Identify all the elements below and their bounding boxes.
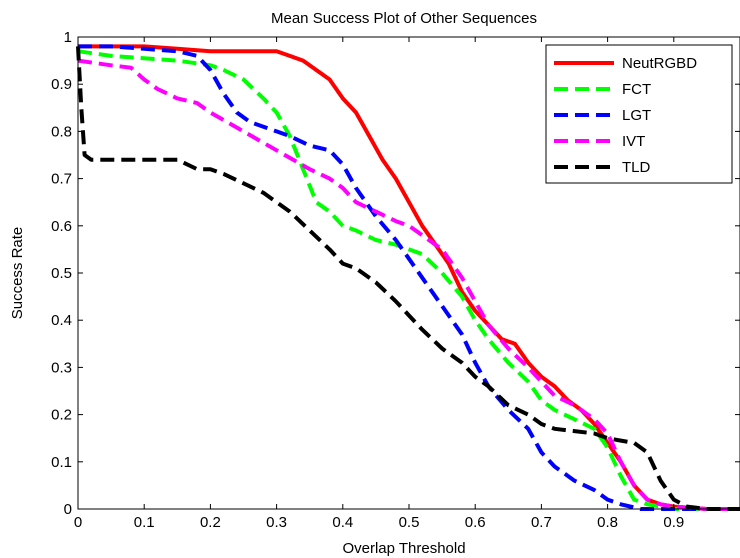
y-tick-label: 0.1	[51, 454, 72, 471]
y-tick-label: 0.8	[51, 123, 72, 140]
series-line-tld	[76, 46, 740, 511]
x-tick-label: 0.3	[266, 514, 287, 531]
x-tick-label: 0.7	[531, 514, 552, 531]
ticks-layer: 0 0.1 0.2 0.3 0.4 0.5 0.6 0.7 0.8 0.9 0 0.1 0.2 0.3 0.…	[51, 29, 740, 531]
y-tick-label: 0.6	[51, 218, 72, 235]
legend-label-tld: TLD	[622, 159, 651, 176]
y-tick-label: 0.7	[51, 171, 72, 188]
legend-label-ivt: IVT	[622, 133, 645, 150]
series-line-lgt	[78, 44, 740, 511]
y-tick-label: 1	[64, 29, 72, 46]
y-tick-label: 0	[64, 501, 72, 518]
x-tick-label: 0.5	[399, 514, 420, 531]
x-axis-label: Overlap Threshold	[342, 540, 465, 557]
y-tick-label: 0.9	[51, 76, 72, 93]
y-tick-label: 0.4	[51, 312, 72, 329]
y-tick-label: 0.5	[51, 265, 72, 282]
x-tick-label: 0.9	[663, 514, 684, 531]
x-tick-label: 0.8	[597, 514, 618, 531]
x-tick-label: 0.6	[465, 514, 486, 531]
y-tick-label: 0.2	[51, 407, 72, 424]
y-tick-label: 0.3	[51, 359, 72, 376]
series-line-fct	[77, 49, 740, 511]
legend-label-neutrgbd: NeutRGBD	[622, 55, 697, 72]
legend: NeutRGBD FCT LGT IVT TLD	[545, 44, 733, 184]
x-tick-label: 0.2	[200, 514, 221, 531]
series-line-neutrgbd	[78, 44, 740, 511]
chart-title: Mean Success Plot of Other Sequences	[271, 10, 537, 27]
series-layer	[76, 44, 740, 511]
series-line-ivt	[77, 58, 740, 511]
x-tick-label: 0.4	[332, 514, 353, 531]
y-axis-label: Success Rate	[9, 227, 26, 320]
x-tick-label: 0.1	[134, 514, 155, 531]
legend-label-lgt: LGT	[622, 107, 651, 124]
legend-label-fct: FCT	[622, 81, 651, 98]
x-tick-label: 0	[74, 514, 82, 531]
